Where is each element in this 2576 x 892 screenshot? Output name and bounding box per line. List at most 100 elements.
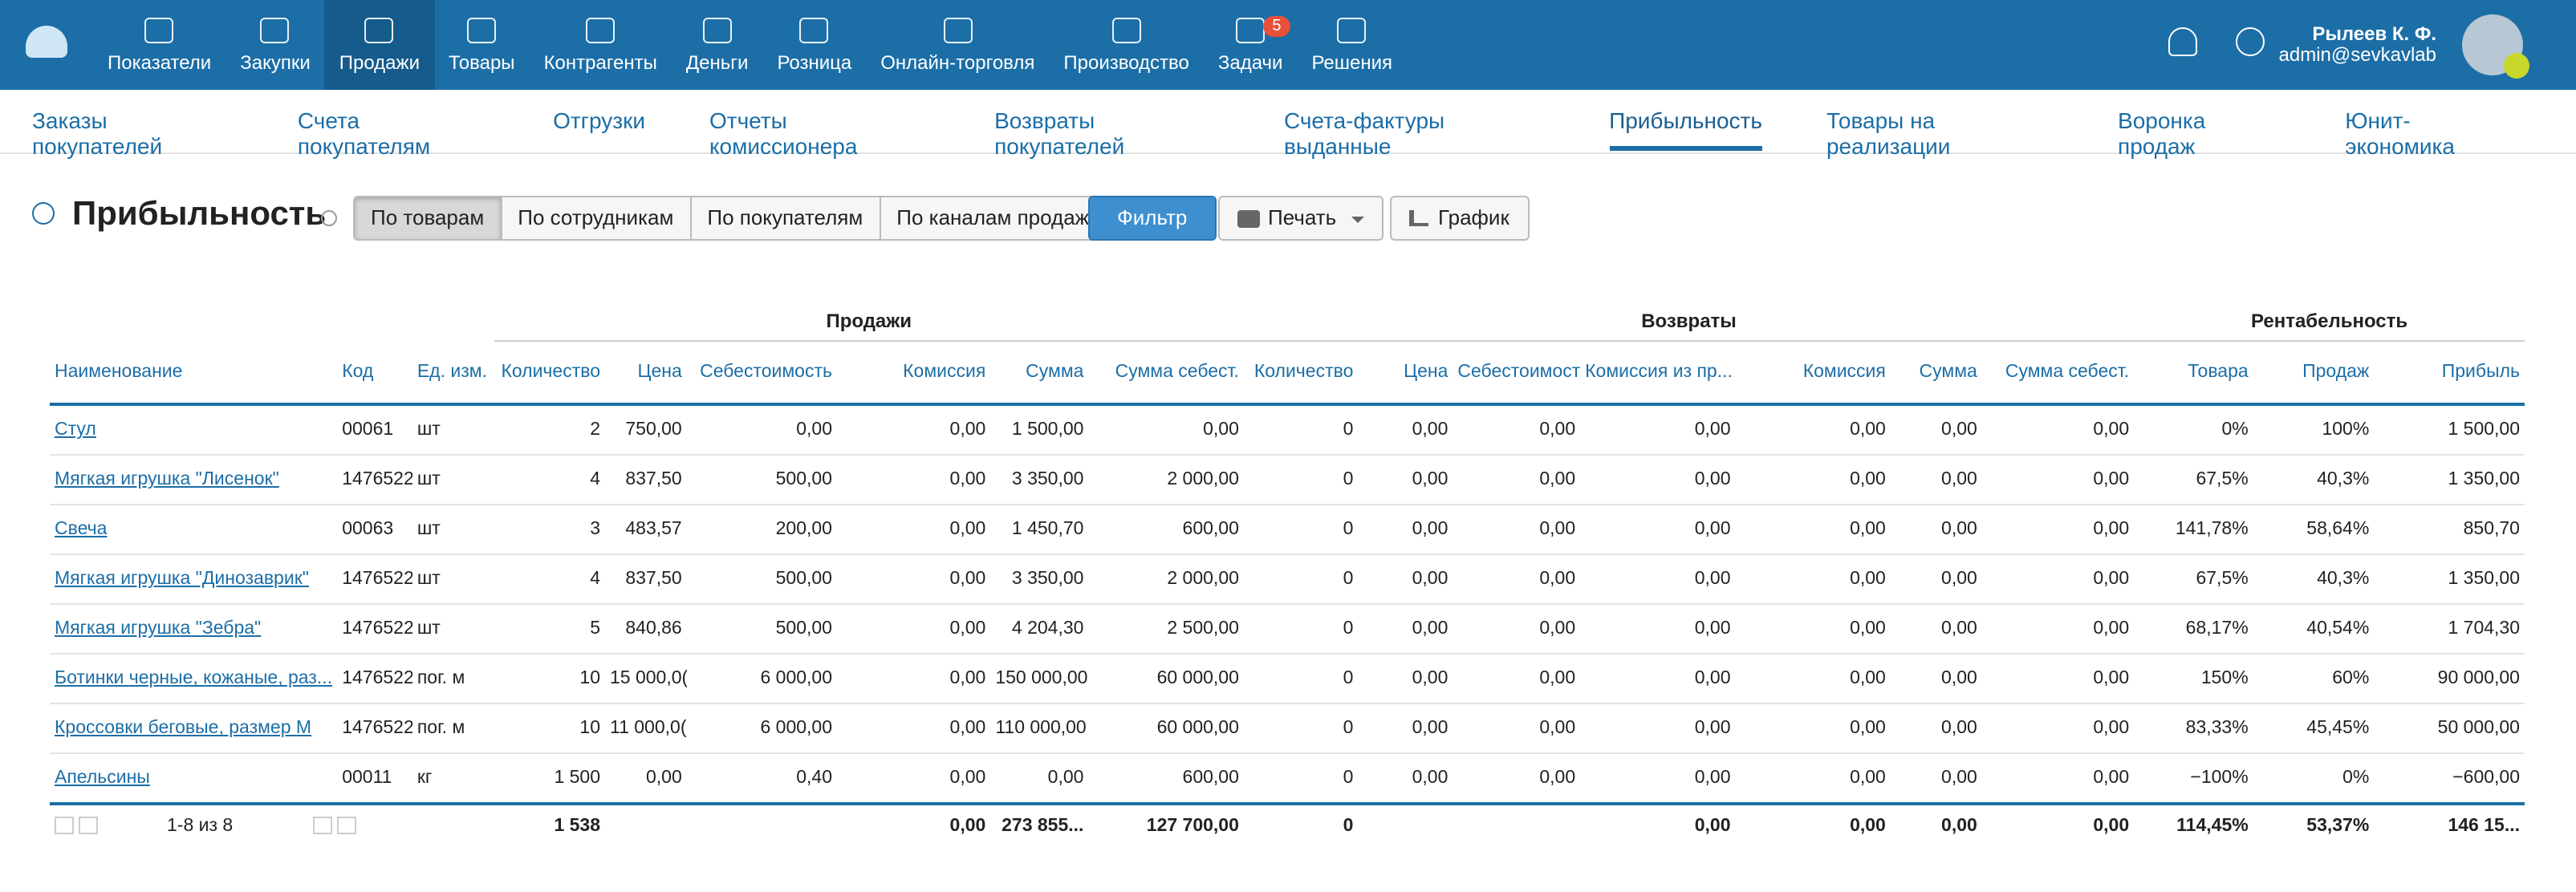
column-header[interactable]: Цена (605, 341, 687, 404)
sub-nav-item[interactable]: Заказы покупателей (32, 90, 234, 151)
item-link[interactable]: Мягкая игрушка "Зебра" (55, 619, 261, 639)
cell: шт (412, 554, 494, 604)
sub-nav-item[interactable]: Отгрузки (553, 90, 645, 151)
pager: 1-8 из 8 (50, 804, 494, 847)
cell: 0,00 (1453, 654, 1580, 703)
cell: 0,00 (1982, 505, 2134, 554)
column-header[interactable]: Количество (1244, 341, 1358, 404)
column-header[interactable]: Продаж (2253, 341, 2375, 404)
column-header[interactable]: Наименование (50, 341, 337, 404)
cell: 500,00 (687, 455, 837, 505)
item-link[interactable]: Стул (55, 420, 96, 440)
nav-item[interactable]: Решения (1297, 0, 1407, 90)
nav-item[interactable]: Показатели (93, 0, 226, 90)
cell: 68,17% (2134, 604, 2253, 654)
column-header[interactable]: Ед. изм. (412, 341, 494, 404)
data-row[interactable]: Мягкая игрушка "Динозаврик"1476522шт4837… (50, 554, 2525, 604)
cell: 0,00 (1891, 554, 1982, 604)
cell: 1 350,00 (2374, 455, 2525, 505)
nav-item[interactable]: Товары (434, 0, 530, 90)
data-row[interactable]: Апельсины00011кг1 5000,000,400,000,00600… (50, 753, 2525, 804)
help-button[interactable] (32, 202, 55, 225)
sub-nav-item[interactable]: Товары на реализации (1826, 90, 2054, 151)
nav-item[interactable]: Деньги (672, 0, 763, 90)
sub-nav-item[interactable]: Отчеты комиссионера (709, 90, 930, 151)
sub-nav-item[interactable]: Счета покупателям (298, 90, 489, 151)
nav-item[interactable]: Розница (762, 0, 866, 90)
cell: 60% (2253, 654, 2375, 703)
column-header[interactable]: Код (337, 341, 412, 404)
cell: 1 500,00 (990, 404, 1088, 455)
data-row[interactable]: Ботинки черные, кожаные, раз...1476522по… (50, 654, 2525, 703)
nav-label: Показатели (108, 51, 211, 74)
avatar[interactable] (2462, 14, 2523, 75)
sub-nav-item[interactable]: Счета-фактуры выданные (1284, 90, 1545, 151)
top-bar: Показатели ЗакупкиПродажиТоварыКонтрагент… (0, 0, 2576, 90)
view-tab[interactable]: По покупателям (689, 196, 880, 241)
sub-nav-item[interactable]: Воронка продаж (2118, 90, 2281, 151)
nav-item[interactable]: Контрагенты (530, 0, 672, 90)
cell: 0,00 (1358, 455, 1453, 505)
item-link[interactable]: Кроссовки беговые, размер М (55, 719, 311, 738)
column-header[interactable]: Комиссия (837, 341, 990, 404)
item-link[interactable]: Свеча (55, 520, 107, 539)
item-link[interactable]: Ботинки черные, кожаные, раз... (55, 669, 332, 688)
column-header[interactable]: Комиссия (1736, 341, 1891, 404)
sub-nav-item[interactable]: Юнит-экономика (2345, 90, 2512, 151)
view-tab[interactable]: По товарам (353, 196, 502, 241)
nav-item[interactable]: Продажи (325, 0, 434, 90)
column-header[interactable]: Себестоимость (687, 341, 837, 404)
cell: пог. м (412, 654, 494, 703)
cell: 0,00 (1580, 554, 1735, 604)
view-tab[interactable]: По каналам продаж (879, 196, 1107, 241)
sub-nav-item[interactable]: Возвраты покупателей (994, 90, 1220, 151)
nav-item[interactable]: Задачи5 (1204, 0, 1298, 90)
nav-icon (586, 18, 615, 43)
data-row[interactable]: Мягкая игрушка "Лисенок"1476522шт4837,50… (50, 455, 2525, 505)
refresh-button[interactable] (321, 210, 337, 226)
data-row[interactable]: Кроссовки беговые, размер М1476522пог. м… (50, 703, 2525, 753)
column-header[interactable]: Количество (494, 341, 605, 404)
help-icon[interactable] (2236, 27, 2265, 56)
column-header[interactable]: Цена (1358, 341, 1453, 404)
pager-first[interactable] (55, 817, 74, 835)
cell: 0,00 (837, 703, 990, 753)
column-header[interactable]: Товара (2134, 341, 2253, 404)
nav-item[interactable]: Производство (1049, 0, 1204, 90)
pager-prev[interactable] (79, 817, 98, 835)
data-row[interactable]: Мягкая игрушка "Зебра"1476522шт5840,8650… (50, 604, 2525, 654)
cell: 840,86 (605, 604, 687, 654)
item-link[interactable]: Мягкая игрушка "Лисенок" (55, 470, 279, 489)
column-header[interactable]: Сумма себест. (1088, 341, 1243, 404)
cell: 0,00 (1358, 604, 1453, 654)
notifications-icon[interactable] (2168, 27, 2197, 56)
pager-last[interactable] (337, 817, 356, 835)
column-header[interactable]: Сумма себест. (1982, 341, 2134, 404)
cell: 5 (494, 604, 605, 654)
column-header[interactable]: Комиссия из пр... (1580, 341, 1735, 404)
cell: Мягкая игрушка "Лисенок" (50, 455, 337, 505)
column-header[interactable]: Себестоимость (1453, 341, 1580, 404)
cell: 0,00 (1736, 455, 1891, 505)
logo[interactable] (26, 26, 67, 58)
column-header[interactable]: Сумма (990, 341, 1088, 404)
print-button[interactable]: Печать (1218, 196, 1383, 241)
column-header[interactable]: Прибыль (2374, 341, 2525, 404)
pager-next[interactable] (313, 817, 332, 835)
data-row[interactable]: Свеча00063шт3483,57200,000,001 450,70600… (50, 505, 2525, 554)
user-info[interactable]: Рылеев К. Ф. admin@sevkavlab (2279, 24, 2436, 66)
column-header[interactable]: Сумма (1891, 341, 1982, 404)
pager-text: 1-8 из 8 (167, 817, 233, 836)
data-row[interactable]: Стул00061шт2750,000,000,001 500,000,0000… (50, 404, 2525, 455)
item-link[interactable]: Мягкая игрушка "Динозаврик" (55, 570, 309, 589)
cell: 850,70 (2374, 505, 2525, 554)
cell: 0,00 (1580, 404, 1735, 455)
nav-item[interactable]: Онлайн-торговля (866, 0, 1049, 90)
cell: 0,00 (990, 753, 1088, 804)
sub-nav-item[interactable]: Прибыльность (1609, 90, 1762, 151)
chart-button[interactable]: График (1390, 196, 1530, 241)
filter-button[interactable]: Фильтр (1088, 196, 1216, 241)
view-tab[interactable]: По сотрудникам (500, 196, 691, 241)
item-link[interactable]: Апельсины (55, 768, 150, 788)
nav-item[interactable]: Закупки (226, 0, 325, 90)
